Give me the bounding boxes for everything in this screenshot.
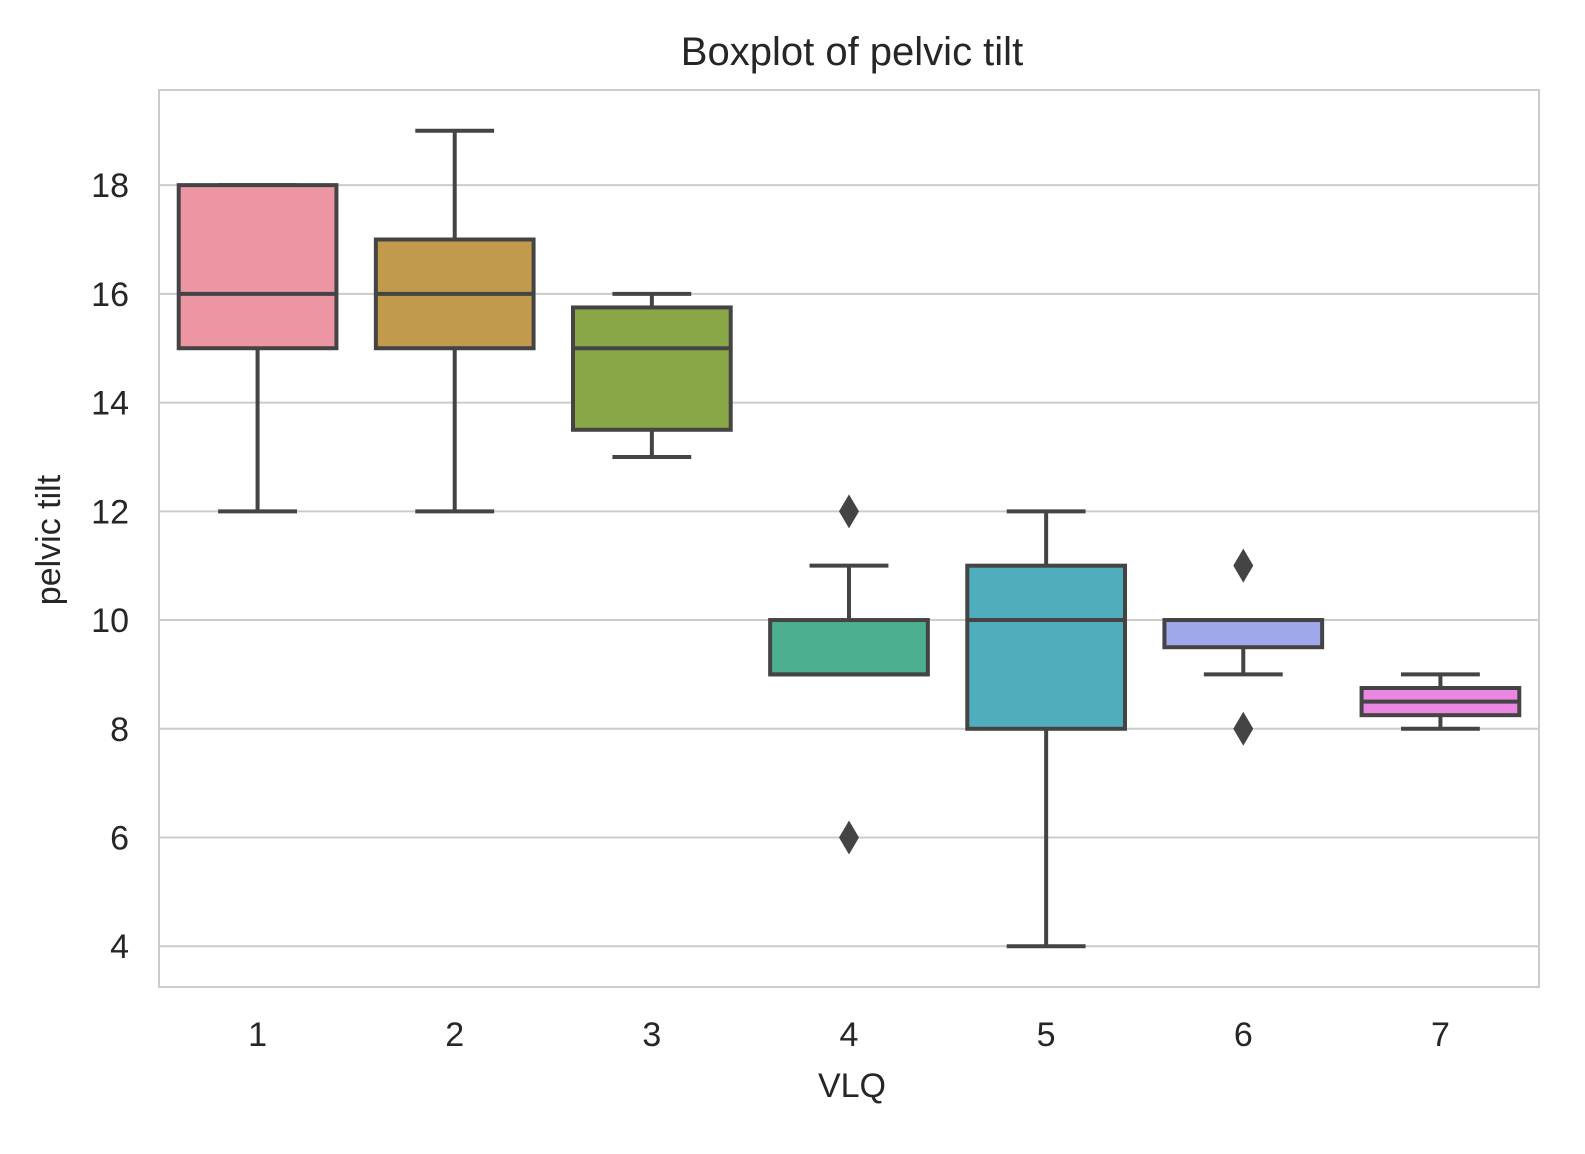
box-group	[1359, 672, 1522, 731]
box-body	[1162, 618, 1325, 650]
box-group	[571, 291, 733, 459]
y-tick-label: 8	[110, 711, 129, 749]
x-tick-label: 7	[1431, 1016, 1450, 1054]
y-tick-label: 10	[91, 602, 129, 640]
box-group	[965, 509, 1127, 949]
x-tick-label: 3	[642, 1016, 661, 1054]
outlier-point	[1233, 711, 1254, 746]
y-ticks: 4 6 8 10 12 14 16 18	[91, 167, 129, 966]
chart-title: Boxplot of pelvic tilt	[681, 30, 1023, 74]
x-axis-label: VLQ	[818, 1067, 886, 1105]
outlier-point	[839, 494, 859, 529]
x-tick-label: 4	[840, 1016, 859, 1054]
box-body	[571, 305, 733, 432]
y-tick-label: 12	[91, 493, 129, 531]
y-tick-label: 6	[110, 820, 129, 858]
y-tick-label: 14	[91, 385, 129, 423]
x-ticks: 1 2 3 4 5 6 7	[248, 1016, 1450, 1054]
outlier-point	[1233, 548, 1254, 583]
x-tick-label: 5	[1037, 1016, 1056, 1054]
box-group	[373, 128, 536, 514]
x-tick-label: 6	[1234, 1016, 1253, 1054]
outlier-point	[839, 820, 859, 855]
box-group	[768, 494, 930, 855]
box-group	[176, 183, 339, 514]
y-tick-label: 4	[110, 928, 129, 966]
box-group	[1162, 548, 1325, 746]
box-body	[965, 563, 1127, 731]
x-tick-label: 1	[248, 1016, 267, 1054]
boxes	[176, 128, 1522, 949]
x-tick-label: 2	[445, 1016, 464, 1054]
box-body	[176, 183, 339, 351]
y-tick-label: 16	[91, 276, 129, 314]
y-tick-label: 18	[91, 167, 129, 205]
y-axis-label: pelvic tilt	[30, 474, 68, 605]
plot-frame	[158, 89, 1540, 988]
box-body	[768, 618, 930, 677]
